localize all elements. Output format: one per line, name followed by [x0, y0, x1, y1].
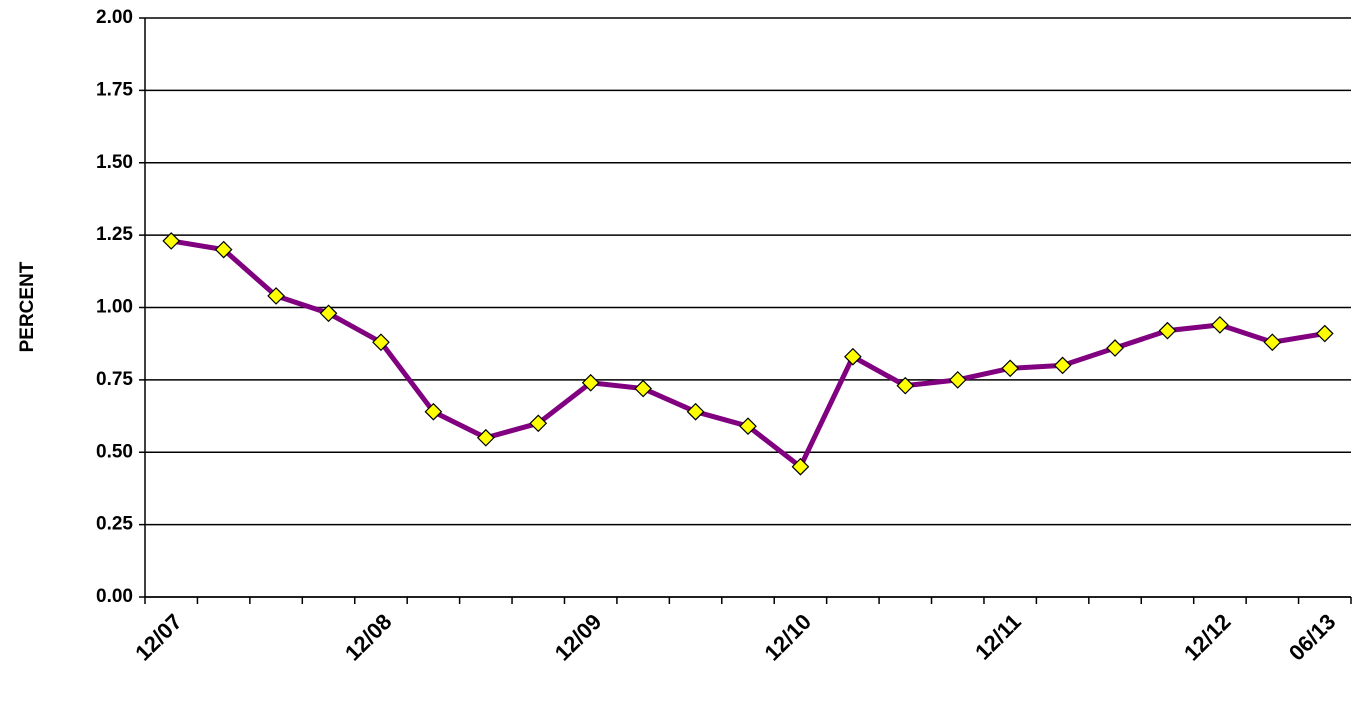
marker: [634, 379, 652, 398]
x-tick-label: 12/10: [759, 609, 816, 666]
marker: [476, 428, 495, 447]
y-axis-label: PERCENT: [17, 261, 38, 352]
marker: [1106, 339, 1124, 357]
marker: [529, 414, 548, 433]
y-tick-label: 0.75: [96, 369, 133, 390]
marker: [424, 402, 443, 421]
marker: [581, 373, 600, 392]
marker: [686, 402, 705, 421]
marker: [844, 347, 862, 366]
x-tick-label: 12/07: [130, 609, 187, 666]
marker: [319, 304, 338, 323]
marker: [1158, 321, 1177, 340]
marker: [739, 417, 757, 436]
y-tick-label: 1.50: [96, 152, 133, 173]
marker: [1315, 324, 1334, 343]
marker: [267, 287, 285, 305]
marker: [162, 232, 181, 250]
y-tick-label: 0.00: [96, 586, 133, 607]
x-tick-label: 12/11: [970, 609, 1026, 665]
marker: [791, 457, 810, 476]
x-tick-label: 06/13: [1284, 609, 1341, 666]
x-tick-label: 12/12: [1179, 609, 1236, 666]
marker: [214, 240, 233, 259]
y-tick-label: 0.25: [96, 514, 133, 535]
marker: [372, 333, 390, 352]
marker: [1263, 333, 1282, 352]
y-tick-label: 2.00: [96, 7, 133, 28]
y-tick-label: 1.75: [96, 79, 133, 100]
marker: [948, 371, 967, 389]
y-tick-label: 1.00: [96, 297, 133, 318]
marker: [1211, 316, 1229, 334]
marker: [1001, 359, 1020, 378]
x-tick-label: 12/08: [340, 609, 397, 666]
y-tick-label: 0.50: [96, 441, 133, 462]
x-tick-label: 12/09: [550, 609, 607, 666]
marker: [896, 376, 915, 395]
marker: [1053, 356, 1072, 375]
y-tick-label: 1.25: [96, 224, 133, 245]
